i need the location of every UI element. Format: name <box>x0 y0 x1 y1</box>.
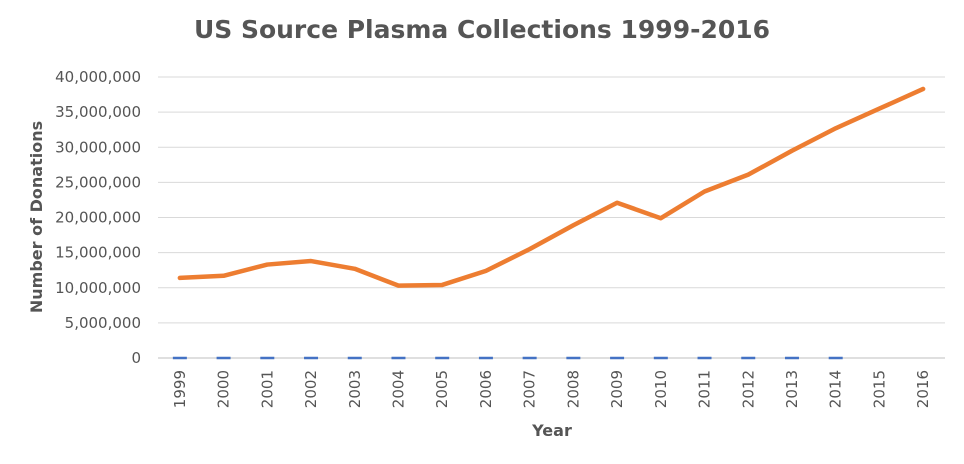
x-tick-label: 2016 <box>914 370 932 408</box>
series-lines <box>172 86 926 360</box>
gridlines <box>158 76 945 359</box>
x-axis-ticks: 1999 2000 2001 2002 2003 2004 2005 2006 2007 2008… <box>171 370 932 408</box>
x-tick-label: 2003 <box>346 370 364 408</box>
x-tick-label: 2002 <box>302 370 320 408</box>
x-tick-label: 2007 <box>521 370 539 408</box>
y-tick-label: 5,000,000 <box>65 314 141 332</box>
x-tick-label: 2010 <box>652 370 670 408</box>
x-tick-label: 2013 <box>783 370 801 408</box>
y-tick-label: 35,000,000 <box>55 103 141 121</box>
y-tick-label: 0 <box>131 349 141 367</box>
series-line <box>177 86 926 288</box>
x-axis-title: Year <box>531 421 572 440</box>
y-tick-label: 40,000,000 <box>55 68 141 86</box>
x-tick-label: 2012 <box>739 370 757 408</box>
x-tick-label: 2001 <box>258 370 276 408</box>
x-tick-label: 2011 <box>696 370 714 408</box>
y-tick-label: 25,000,000 <box>55 173 141 191</box>
x-tick-label: 2014 <box>827 370 845 408</box>
y-axis-ticks: 0 5,000,000 10,000,000 15,000,000 20,000,000… <box>55 68 141 367</box>
y-axis-title: Number of Donations <box>27 121 46 313</box>
y-tick-label: 30,000,000 <box>55 138 141 156</box>
y-tick-label: 15,000,000 <box>55 244 141 262</box>
x-tick-label: 2000 <box>215 370 233 408</box>
x-tick-label: 2004 <box>389 370 407 408</box>
x-tick-label: 1999 <box>171 370 189 408</box>
x-tick-label: 2008 <box>564 370 582 408</box>
x-tick-label: 2006 <box>477 370 495 408</box>
x-tick-label: 2009 <box>608 370 626 408</box>
y-tick-label: 20,000,000 <box>55 209 141 227</box>
x-tick-label: 2005 <box>433 370 451 408</box>
chart-title: US Source Plasma Collections 1999-2016 <box>194 15 770 44</box>
x-tick-label: 2015 <box>870 370 888 408</box>
y-tick-label: 10,000,000 <box>55 279 141 297</box>
